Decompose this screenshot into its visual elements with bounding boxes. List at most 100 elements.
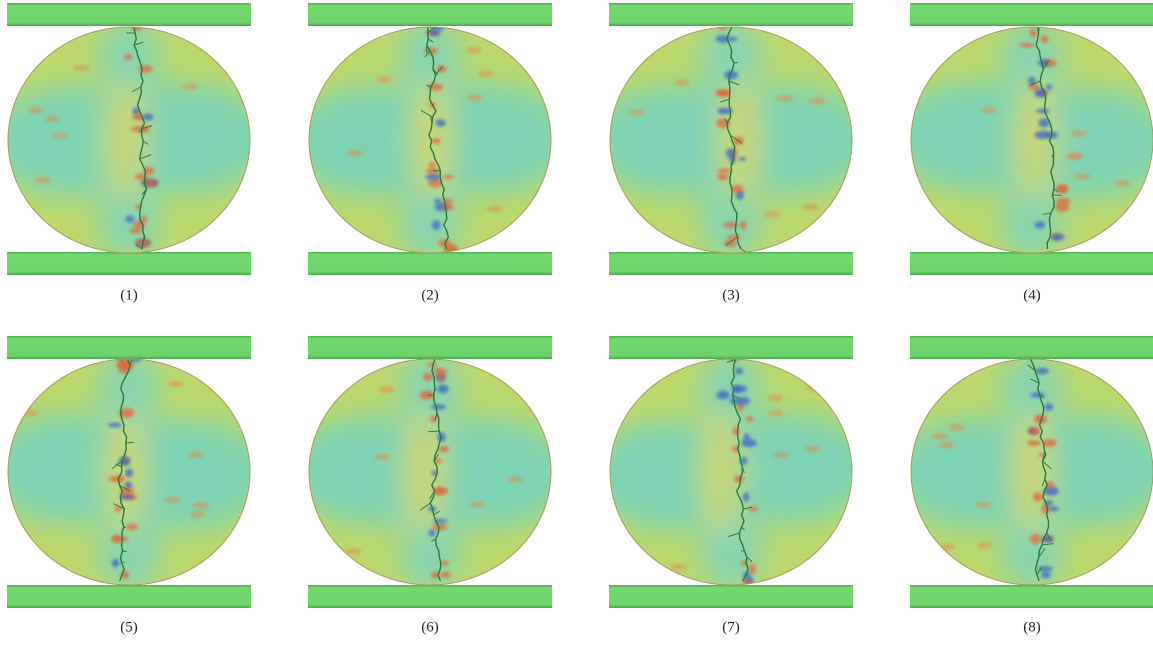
stress-spot [932, 433, 948, 439]
stress-spot [1035, 222, 1046, 229]
stress-spot [143, 113, 154, 120]
stress-spot [1045, 403, 1054, 410]
stress-spot [192, 502, 208, 508]
disc [290, 352, 570, 592]
stress-spot [716, 391, 729, 400]
stress-spot [727, 235, 740, 240]
stress-spot [435, 119, 445, 127]
stress-spot [478, 71, 494, 77]
stress-spot [429, 162, 435, 168]
stress-spot [465, 47, 481, 53]
stress-spot [717, 174, 729, 180]
crack-branch [126, 442, 134, 443]
top-plate [910, 3, 1153, 26]
stress-spot [1066, 154, 1082, 160]
panel: (1) [0, 3, 269, 303]
stress-spot [1019, 43, 1034, 47]
top-plate [7, 336, 251, 359]
stress-spot [1041, 572, 1050, 578]
stress-spot [718, 108, 728, 115]
stress-spot [629, 109, 645, 115]
stress-spot [976, 501, 992, 507]
panel: (2) [290, 3, 570, 303]
stress-spot [125, 481, 132, 488]
stress-spot [347, 150, 363, 156]
stress-spot [442, 199, 454, 204]
top-plate [609, 336, 853, 359]
stress-spot [774, 452, 790, 458]
stress-spot [809, 98, 825, 104]
panel: (4) [892, 3, 1153, 303]
panel: (3) [591, 3, 871, 303]
stress-spot [35, 177, 51, 183]
stress-spot [44, 116, 60, 122]
stress-spot [740, 221, 747, 230]
bottom-plate [308, 252, 552, 275]
stress-spot [434, 198, 441, 203]
top-plate [308, 336, 552, 359]
stress-spot [188, 452, 204, 458]
stress-spot [168, 381, 184, 387]
stress-spot [130, 228, 142, 233]
stress-spot [805, 445, 821, 451]
yellow-zone [1013, 80, 1057, 200]
bottom-plate [910, 252, 1153, 275]
stress-spot [112, 559, 119, 568]
disc [591, 20, 871, 260]
bottom-plate [609, 585, 853, 608]
top-plate [910, 336, 1153, 359]
stress-spot [741, 561, 749, 566]
bottom-plate [910, 585, 1153, 608]
crack-branch [141, 87, 142, 91]
stress-spot [138, 65, 153, 72]
top-plate [308, 3, 552, 26]
yellow-zone [103, 412, 147, 532]
panel: (7) [591, 336, 871, 635]
stress-spot [1071, 131, 1087, 137]
stress-spot [739, 157, 747, 161]
panel-label: (8) [1023, 619, 1041, 635]
panel-label: (5) [120, 619, 138, 635]
stress-spot [674, 79, 690, 85]
stress-spot [1074, 173, 1090, 179]
stress-spot [717, 90, 729, 97]
stress-spot [735, 367, 743, 374]
stress-spot [443, 175, 454, 179]
crack-branch [428, 431, 439, 432]
stress-spot [803, 204, 819, 210]
stress-spot [1030, 534, 1041, 544]
crack-branch [734, 62, 738, 63]
stress-spot [717, 169, 731, 174]
stress-spot [437, 373, 446, 382]
bottom-plate [7, 252, 251, 275]
stress-spot [716, 118, 730, 127]
stress-spot [432, 138, 441, 144]
stress-spot [425, 174, 441, 180]
stress-spot [427, 363, 437, 367]
stress-spot [190, 512, 206, 518]
disc [591, 352, 871, 592]
panel-label: (3) [722, 287, 740, 303]
stress-field [290, 20, 570, 260]
stress-spot [949, 424, 965, 430]
stress-spot [768, 410, 784, 416]
panel: (6) [290, 336, 570, 635]
stress-spot [431, 404, 446, 410]
stress-spot [441, 572, 451, 578]
stress-spot [1049, 507, 1059, 512]
stress-spot [111, 535, 121, 543]
crack-branch [123, 551, 127, 552]
stress-spot [741, 439, 757, 447]
stress-spot [376, 76, 392, 82]
stress-spot [108, 423, 122, 428]
stress-spot [432, 220, 440, 229]
stress-spot [434, 487, 449, 494]
stress-spot [1055, 202, 1069, 211]
stress-spot [1027, 440, 1041, 446]
panel-label: (1) [120, 287, 138, 303]
stress-spot [487, 206, 503, 212]
stress-spot [470, 502, 486, 508]
stress-spot [981, 107, 997, 113]
stress-spot [1051, 233, 1064, 240]
stress-spot [777, 95, 793, 101]
